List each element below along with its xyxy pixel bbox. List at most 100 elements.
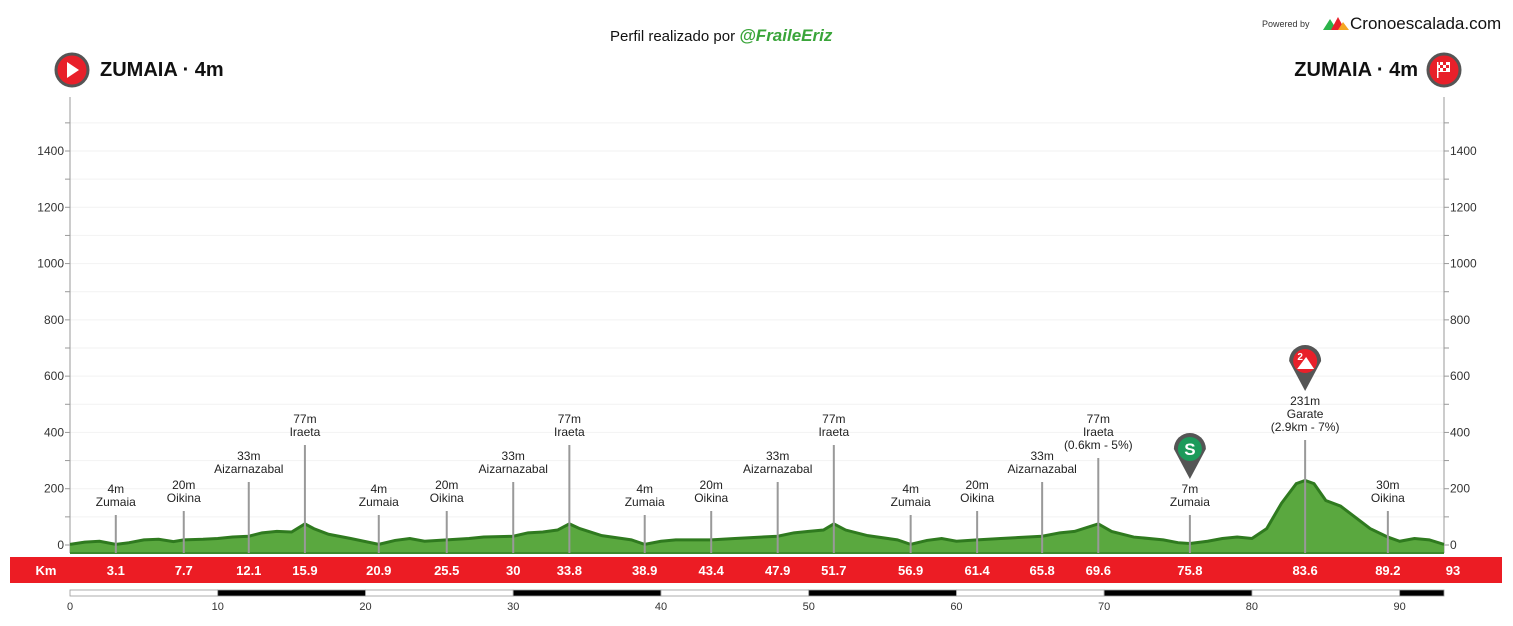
start-icon (54, 52, 90, 88)
profile-area (70, 479, 1444, 553)
point-name: Iraeta (818, 425, 849, 439)
cronoescalada-logo-icon (1323, 17, 1349, 30)
point-name: Iraeta (554, 425, 585, 439)
km-bar (10, 557, 1502, 583)
km-end-label: 93 (1446, 563, 1460, 578)
scale-segment (1251, 589, 1401, 597)
point-name: Oikina (1371, 491, 1405, 505)
finish-label: ZUMAIA · 4m (1294, 59, 1418, 81)
km-label: 69.6 (1086, 563, 1111, 578)
point-elev: 33m (502, 449, 525, 463)
scale-segment (1399, 589, 1445, 597)
x-tick-label: 60 (950, 601, 962, 613)
point-elev: 231m (1290, 394, 1320, 408)
km-label: 61.4 (964, 563, 990, 578)
x-tick-label: 80 (1246, 601, 1258, 613)
y-tick-label-left: 1000 (37, 257, 64, 271)
y-tick-label-left: 1400 (37, 144, 64, 158)
km-label: 56.9 (898, 563, 923, 578)
mountain-glyph (1297, 357, 1315, 369)
credit-text: Perfil realizado por (610, 28, 736, 45)
point-name: Zumaia (891, 495, 931, 509)
point-elev: 77m (293, 412, 316, 426)
y-tick-label-left: 800 (44, 313, 64, 327)
point-elev: 33m (237, 449, 260, 463)
point-elev: 4m (107, 482, 124, 496)
km-label: 7.7 (175, 563, 193, 578)
point-name: Iraeta (290, 425, 321, 439)
point-name: Garate (1287, 407, 1324, 421)
scale-segment (217, 589, 366, 597)
point-extra: (0.6km - 5%) (1064, 438, 1133, 452)
scale-segment (1103, 589, 1253, 597)
point-name: Aizarnazabal (1007, 462, 1076, 476)
km-label: 25.5 (434, 563, 459, 578)
x-tick-label: 40 (655, 601, 667, 613)
point-elev: 4m (636, 482, 653, 496)
point-elev: 33m (766, 449, 789, 463)
x-tick-label: 20 (359, 601, 371, 613)
km-bar-title: Km (36, 563, 57, 578)
point-elev: 7m (1182, 482, 1199, 496)
y-tick-label-right: 1200 (1450, 200, 1477, 214)
km-label: 33.8 (557, 563, 582, 578)
km-label: 30 (506, 563, 520, 578)
point-name: Oikina (167, 491, 201, 505)
km-label: 47.9 (765, 563, 790, 578)
point-name: Oikina (694, 491, 728, 505)
powered-by: Powered by (1262, 19, 1310, 29)
y-tick-label-right: 600 (1450, 369, 1470, 383)
x-tick-label: 90 (1394, 601, 1406, 613)
point-elev: 77m (822, 412, 845, 426)
point-elev: 4m (370, 482, 387, 496)
x-tick-label: 70 (1098, 601, 1110, 613)
km-label: 65.8 (1029, 563, 1054, 578)
y-tick-label-right: 1400 (1450, 144, 1477, 158)
y-tick-label-left: 600 (44, 369, 64, 383)
km-label: 89.2 (1375, 563, 1400, 578)
y-tick-label-right: 400 (1450, 425, 1470, 439)
point-name: Zumaia (359, 495, 399, 509)
sprint-icon (1177, 437, 1202, 461)
point-name: Zumaia (96, 495, 136, 509)
point-name: Oikina (960, 491, 994, 505)
x-tick-label: 0 (67, 601, 73, 613)
point-name: Zumaia (625, 495, 665, 509)
y-tick-label-right: 200 (1450, 482, 1470, 496)
scale-segment (808, 589, 957, 597)
km-label: 83.6 (1292, 563, 1317, 578)
scale-segment (365, 589, 514, 597)
point-elev: 4m (902, 482, 919, 496)
point-elev: 33m (1030, 449, 1053, 463)
point-extra: (2.9km - 7%) (1271, 420, 1340, 434)
point-name: Aizarnazabal (214, 462, 283, 476)
km-label: 75.8 (1177, 563, 1202, 578)
sprint-s-letter: S (1184, 440, 1195, 459)
point-elev: 30m (1376, 478, 1399, 492)
scale-segment (512, 589, 662, 597)
y-tick-label-right: 1000 (1450, 257, 1477, 271)
y-tick-label-left: 400 (44, 425, 64, 439)
brand-link[interactable]: Cronoescalada.com (1350, 14, 1502, 33)
start-label: ZUMAIA · 4m (100, 59, 224, 81)
km-label: 38.9 (632, 563, 657, 578)
point-elev: 20m (700, 478, 723, 492)
y-tick-label-left: 200 (44, 482, 64, 496)
point-elev: 77m (1087, 412, 1110, 426)
km-label: 12.1 (236, 563, 261, 578)
point-name: Zumaia (1170, 495, 1210, 509)
y-tick-label-left: 1200 (37, 200, 64, 214)
credit-handle[interactable]: @FraileEriz (739, 26, 833, 45)
point-name: Aizarnazabal (743, 462, 812, 476)
km-label: 51.7 (821, 563, 846, 578)
scale-segment (956, 589, 1105, 597)
x-tick-label: 50 (803, 601, 815, 613)
y-tick-label-right: 0 (1450, 538, 1457, 552)
point-name: Iraeta (1083, 425, 1114, 439)
km-label: 20.9 (366, 563, 391, 578)
climb-category: 2 (1297, 352, 1303, 363)
scale-segment (69, 589, 219, 597)
x-tick-label: 30 (507, 601, 519, 613)
